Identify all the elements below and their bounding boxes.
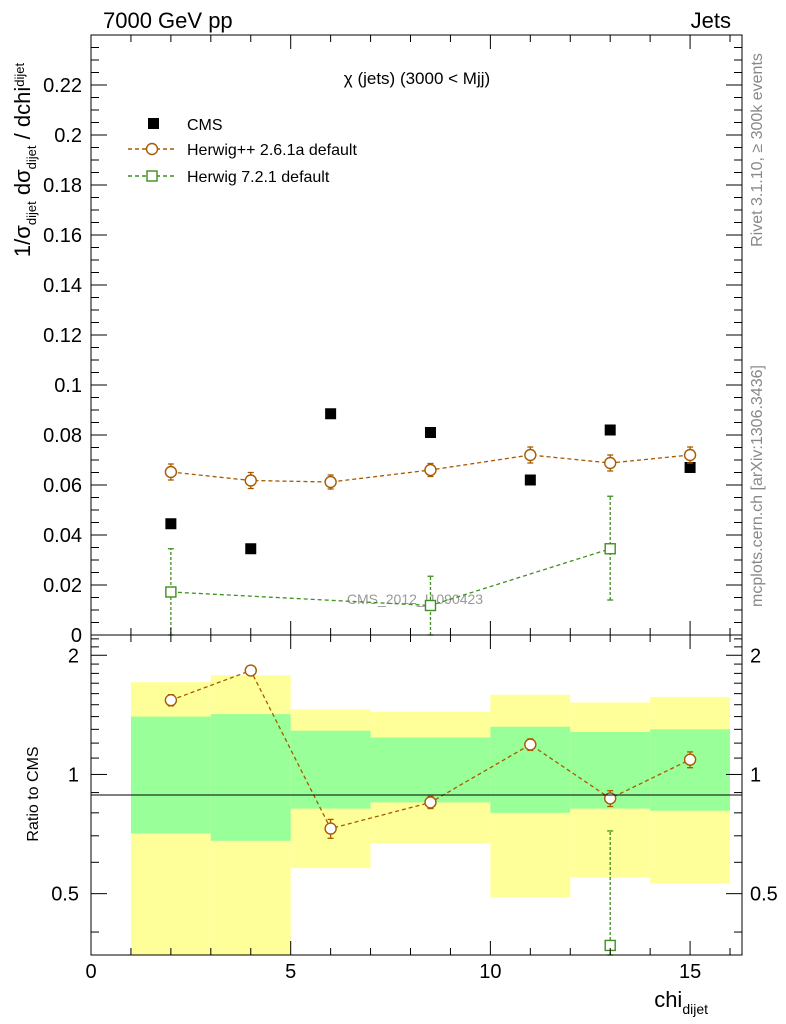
herwigpp-point — [604, 456, 617, 470]
herwigpp-ratio-point — [324, 822, 337, 835]
y-tick-label: 0.06 — [43, 475, 82, 497]
y-tick-label: 0 — [71, 625, 82, 647]
herwigpp-point — [524, 448, 537, 462]
process-label: Jets — [691, 8, 731, 33]
x-tick-label: 5 — [285, 961, 296, 983]
y-title-sub-1: dijet — [24, 201, 39, 225]
herwigpp-point — [164, 465, 178, 479]
y-title-sub-2: dijet — [24, 145, 39, 169]
legend-herwigpp-marker — [145, 142, 159, 156]
cms-point — [604, 424, 616, 436]
herwigpp-ratio-point — [604, 792, 617, 805]
ratio-axis-title: Ratio to CMS — [25, 746, 42, 841]
inner-band-bin — [290, 730, 371, 809]
ratio-panel-marks — [164, 664, 697, 956]
mcplots-label: mcplots.cern.ch [arXiv:1306.3436] — [749, 365, 766, 607]
herwigpp-ratio-point — [424, 796, 437, 809]
herwigpp-point — [244, 474, 257, 487]
inner-band-bin — [370, 737, 491, 803]
y-tick-label: 0.2 — [54, 125, 82, 147]
x-tick-label: 15 — [679, 961, 701, 983]
y-tick-label: 0.14 — [43, 275, 82, 297]
cms-point — [424, 427, 436, 438]
legend-cms-label: CMS — [187, 117, 223, 134]
ratio-uncertainty-bands — [130, 675, 731, 955]
ratio-tick-label-right: 2 — [750, 645, 761, 667]
y-title-part-1: 1/σ — [10, 225, 35, 257]
cms-point — [245, 543, 257, 555]
legend-cms-marker — [148, 118, 159, 129]
y-tick-label: 0.04 — [43, 525, 82, 547]
cms-point — [165, 518, 177, 530]
legend: CMS Herwig++ 2.6.1a default Herwig 7.2.1… — [128, 117, 357, 186]
inner-band-bin — [650, 729, 731, 811]
legend-herwig7-marker — [146, 170, 158, 182]
y-tick-label: 0.18 — [43, 175, 82, 197]
herwig7-point — [604, 543, 616, 555]
herwigpp-ratio-point — [683, 753, 697, 766]
axis-ticks: 0 5 10 15 0 0.02 0.04 0.06 0.08 0.1 0.12 0.14 0.16 0.… — [43, 35, 778, 983]
ratio-tick-label-right: 1 — [750, 764, 761, 786]
inner-band-bin — [210, 714, 291, 841]
ratio-tick-label: 1 — [68, 764, 79, 786]
y-title-part-2: dσ — [10, 169, 35, 201]
herwigpp-ratio-point — [244, 664, 257, 677]
x-title-sub: dijet — [682, 1001, 708, 1017]
herwigpp-ratio-point — [164, 694, 178, 707]
energy-label: 7000 GeV pp — [103, 8, 233, 33]
ratio-tick-label: 0.5 — [51, 884, 79, 906]
x-tick-label: 10 — [479, 961, 501, 983]
cms-point — [684, 462, 696, 473]
herwig7-point — [165, 586, 177, 598]
herwigpp-point — [683, 448, 697, 462]
x-tick-label: 0 — [85, 961, 96, 983]
y-axis-title: 1/σdijet dσdijet / dchidijet — [10, 63, 39, 258]
legend-herwig7-label: Herwig 7.2.1 default — [187, 169, 330, 186]
herwigpp-ratio-point — [524, 738, 537, 751]
inner-band-bin — [130, 716, 211, 834]
rivet-label: Rivet 3.1.10, ≥ 300k events — [749, 53, 766, 247]
cms-point — [325, 408, 337, 420]
x-axis-title: chidijet — [654, 987, 708, 1017]
y-tick-label: 0.08 — [43, 425, 82, 447]
analysis-watermark: CMS_2012_I1090423 — [347, 591, 483, 607]
y-tick-label: 0.02 — [43, 575, 82, 597]
y-title-part-3: / dchi — [10, 87, 35, 146]
herwig7-point — [424, 599, 437, 612]
ratio-tick-label-right: 0.5 — [750, 884, 778, 906]
herwigpp-point — [424, 463, 437, 477]
y-tick-label: 0.1 — [54, 375, 82, 397]
cms-point — [524, 474, 536, 486]
plot-title: χ (jets) (3000 < Mjj) — [344, 69, 490, 88]
herwigpp-point — [324, 475, 337, 489]
y-tick-label: 0.16 — [43, 225, 82, 247]
legend-herwigpp-label: Herwig++ 2.6.1a default — [187, 142, 357, 159]
y-tick-label: 0.12 — [43, 325, 82, 347]
x-title-main: chi — [654, 987, 682, 1012]
y-tick-label: 0.22 — [43, 75, 82, 97]
ratio-tick-label: 2 — [68, 645, 79, 667]
main-panel-marks — [164, 408, 697, 636]
y-title-sub-3: dijet — [12, 63, 27, 87]
